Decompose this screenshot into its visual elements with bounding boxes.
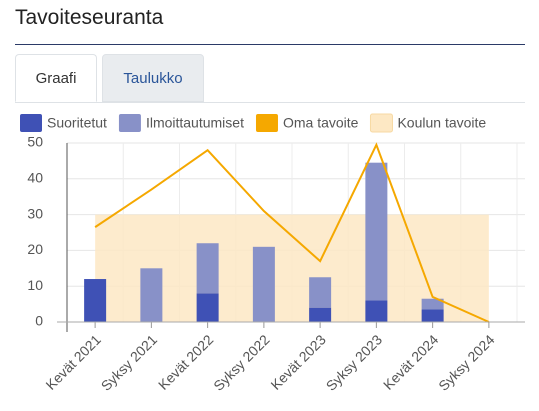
areas xyxy=(95,214,489,322)
bar-segment xyxy=(196,293,219,322)
bar-segment xyxy=(365,300,388,322)
x-tick-label: Kevät 2023 xyxy=(267,331,329,393)
bars xyxy=(84,162,444,322)
bar-segment xyxy=(365,162,388,301)
y-tick-label: 20 xyxy=(27,241,43,257)
y-tick-label: 50 xyxy=(27,134,43,150)
page-title: Tavoiteseuranta xyxy=(15,6,164,29)
legend-label: Koulun tavoite xyxy=(397,115,486,131)
legend-swatch xyxy=(369,113,393,133)
tab-rule xyxy=(15,102,525,103)
bar-segment xyxy=(309,307,332,322)
bar-segment xyxy=(84,279,107,322)
legend-label: Suoritetut xyxy=(47,115,107,131)
tab[interactable]: Graafi xyxy=(15,54,97,102)
x-tick-label: Kevät 2021 xyxy=(42,331,104,393)
x-tick-label: Syksy 2022 xyxy=(210,331,273,394)
y-tick-label: 30 xyxy=(27,205,43,221)
x-tick-label: Kevät 2022 xyxy=(155,331,217,393)
legend-swatch xyxy=(118,114,141,132)
bar-segment xyxy=(252,246,275,322)
x-tick-label: Syksy 2023 xyxy=(323,331,386,394)
bar-segment xyxy=(421,309,444,322)
tab[interactable]: Taulukko xyxy=(102,54,204,102)
line xyxy=(94,142,490,323)
legend-label: Ilmoittautumiset xyxy=(146,115,244,131)
bar-segment xyxy=(196,243,219,294)
y-tick-label: 40 xyxy=(27,170,43,186)
legend-swatch xyxy=(20,114,42,132)
y-tick-label: 10 xyxy=(27,277,43,293)
lines xyxy=(94,142,490,323)
bar-segment xyxy=(140,268,163,322)
x-tick-label: Syksy 2021 xyxy=(98,331,161,394)
title-rule xyxy=(15,44,525,45)
area xyxy=(95,214,489,322)
legend-swatch xyxy=(255,114,278,132)
x-tick-label: Kevät 2024 xyxy=(380,331,442,393)
x-tick-label: Syksy 2024 xyxy=(435,331,498,394)
legend-label: Oma tavoite xyxy=(283,115,359,131)
y-tick-label: 0 xyxy=(35,313,43,329)
bar-segment xyxy=(309,277,332,308)
bar-segment xyxy=(421,298,444,310)
